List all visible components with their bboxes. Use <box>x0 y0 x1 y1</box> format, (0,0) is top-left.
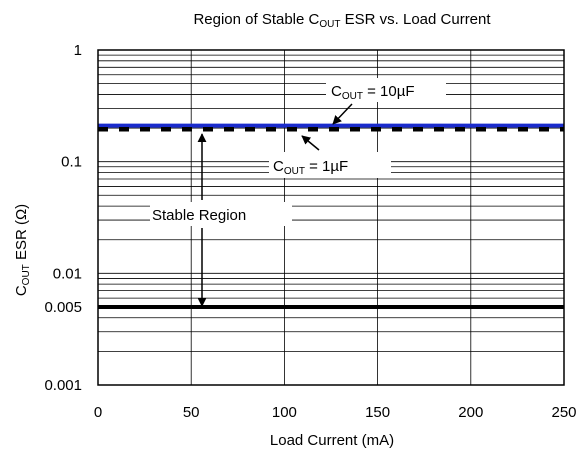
x-axis-label: Load Current (mA) <box>270 432 394 449</box>
annotations: COUT = 10µF COUT = 1µF Stable Region <box>150 78 446 306</box>
y-axis-label: COUT ESR (Ω) <box>13 204 32 296</box>
x-tick-label: 0 <box>94 404 102 421</box>
y-tick-label: 0.1 <box>61 154 82 171</box>
y-tick-labels: 1 0.1 0.01 0.005 0.001 <box>44 42 82 394</box>
x-tick-label: 150 <box>365 404 390 421</box>
c1-arrow <box>302 136 319 150</box>
y-tick-label: 1 <box>74 42 82 59</box>
x-tick-label: 50 <box>183 404 200 421</box>
chart-title: Region of Stable COUT ESR vs. Load Curre… <box>193 11 491 30</box>
stable-region-label: Stable Region <box>152 207 246 224</box>
x-tick-label: 100 <box>272 404 297 421</box>
y-tick-label: 0.01 <box>53 265 82 282</box>
c10-arrow <box>333 104 352 124</box>
x-tick-label: 250 <box>551 404 576 421</box>
y-tick-label: 0.005 <box>44 299 82 316</box>
x-tick-label: 200 <box>458 404 483 421</box>
y-tick-label: 0.001 <box>44 377 82 394</box>
x-tick-labels: 0 50 100 150 200 250 <box>94 404 577 421</box>
